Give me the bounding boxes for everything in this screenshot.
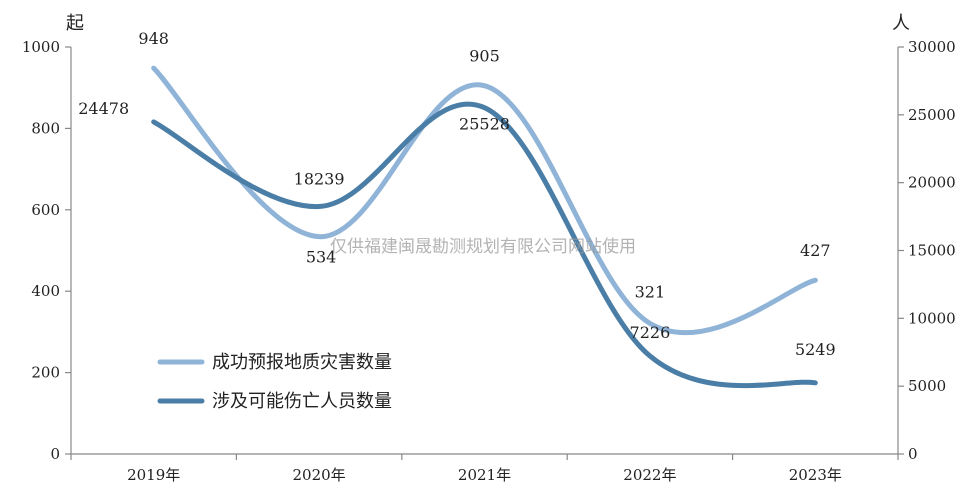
right-tick-label: 10000 xyxy=(908,309,956,327)
left-tick-label: 1000 xyxy=(22,38,60,56)
left-tick-label: 0 xyxy=(50,445,60,463)
x-tick-label: 2019年 xyxy=(127,466,180,484)
x-tick-label: 2022年 xyxy=(623,466,676,484)
data-label-s1: 905 xyxy=(469,47,500,66)
right-tick-label: 30000 xyxy=(908,38,956,56)
axes: 起 人 xyxy=(66,13,910,455)
watermark: 仅供福建闽晟勘测规划有限公司网站使用 xyxy=(330,236,636,257)
data-label-s2: 25528 xyxy=(459,115,510,134)
left-tick-label: 600 xyxy=(31,201,60,219)
data-labels: 948 534 905 321 427 24478 18239 25528 7226 5249 xyxy=(78,29,835,359)
right-tick-label: 5000 xyxy=(908,377,946,395)
legend-label-1: 成功预报地质灾害数量 xyxy=(212,352,392,373)
data-label-s1: 321 xyxy=(635,282,666,301)
right-tick-label: 20000 xyxy=(908,174,956,192)
right-tick-label: 15000 xyxy=(908,242,956,260)
left-tick-label: 800 xyxy=(31,119,60,137)
series-line-1 xyxy=(151,65,818,336)
tick-group: 0200400600800100005000100001500020000250… xyxy=(22,38,956,484)
series-line-2 xyxy=(151,101,818,389)
x-tick-label: 2020年 xyxy=(293,466,346,484)
right-tick-label: 0 xyxy=(908,445,918,463)
data-label-s2: 24478 xyxy=(78,99,129,118)
right-axis-unit: 人 xyxy=(892,13,910,34)
right-tick-label: 25000 xyxy=(908,106,956,124)
data-label-s1: 534 xyxy=(306,248,337,267)
data-label-s2: 18239 xyxy=(294,170,345,189)
series-lines xyxy=(151,65,818,389)
left-tick-label: 400 xyxy=(31,282,60,300)
legend: 成功预报地质灾害数量 涉及可能伤亡人员数量 xyxy=(157,352,392,412)
data-label-s1: 427 xyxy=(800,241,831,260)
left-tick-label: 200 xyxy=(31,364,60,382)
data-label-s1: 948 xyxy=(138,29,169,48)
left-axis-unit: 起 xyxy=(66,13,84,34)
x-tick-label: 2023年 xyxy=(789,466,842,484)
data-label-s2: 7226 xyxy=(630,323,671,342)
legend-label-2: 涉及可能伤亡人员数量 xyxy=(212,391,392,412)
data-label-s2: 5249 xyxy=(795,340,836,359)
x-tick-label: 2021年 xyxy=(458,466,511,484)
